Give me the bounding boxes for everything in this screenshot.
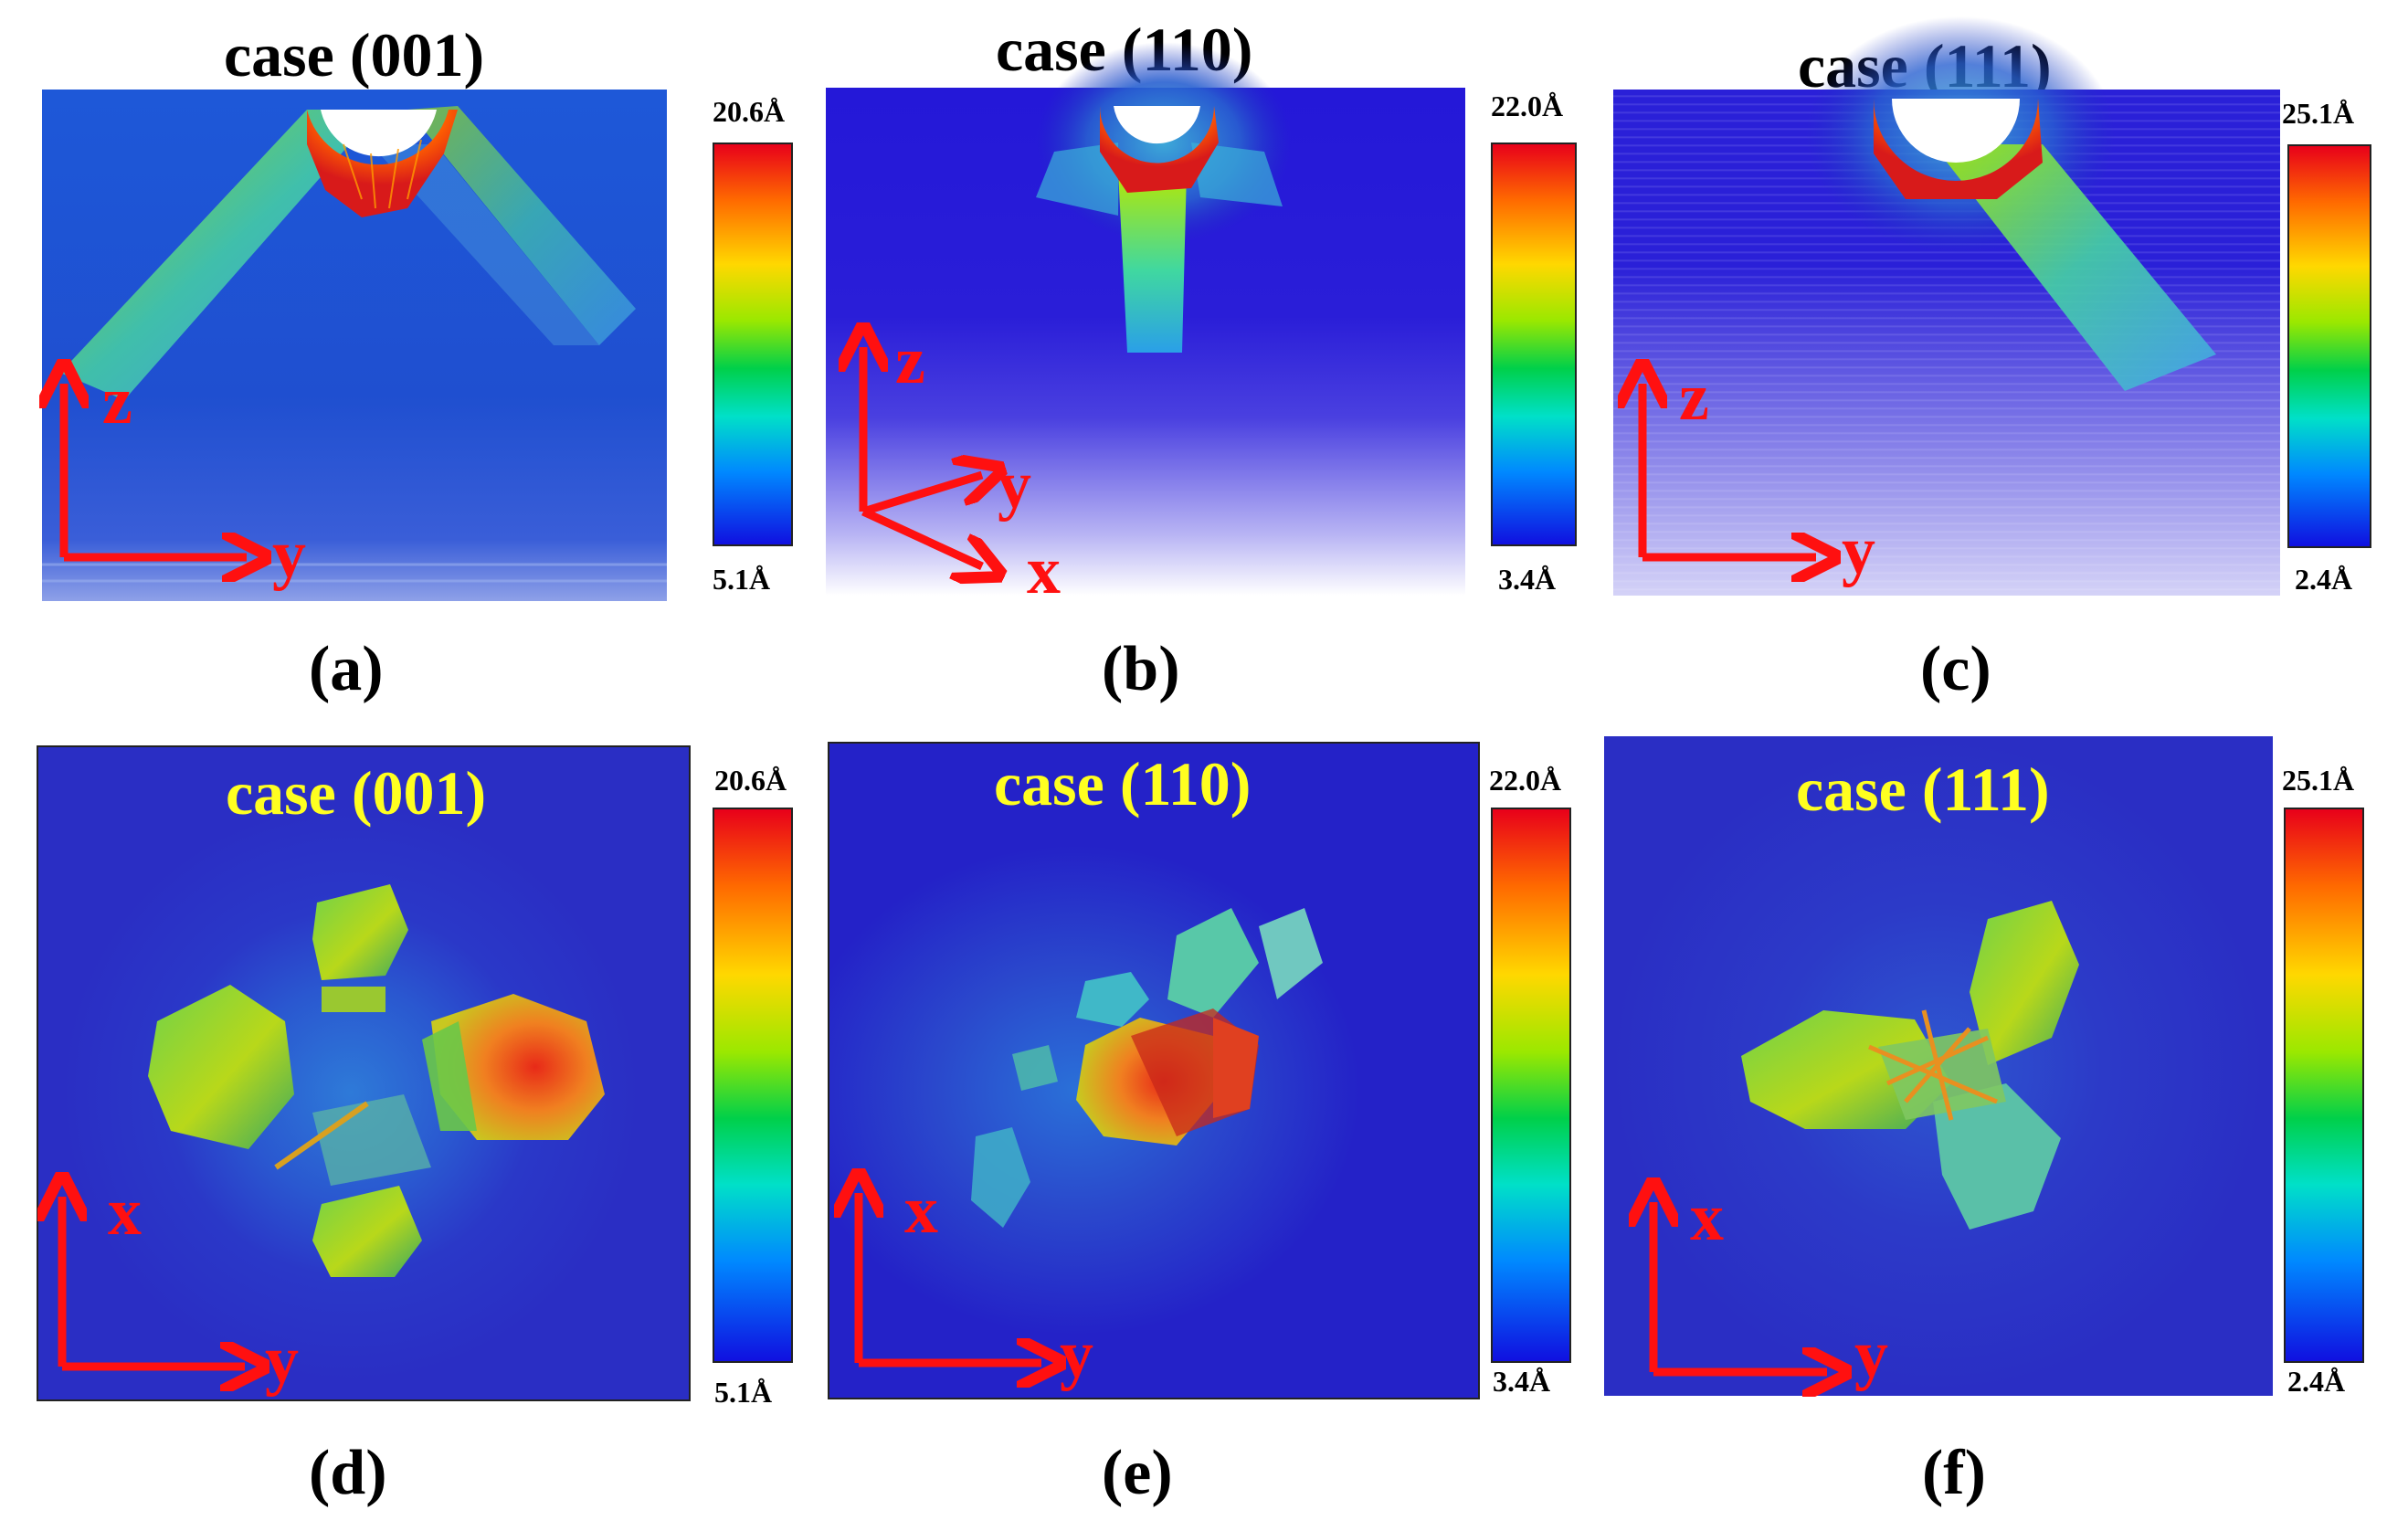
panel-a-label: (a) xyxy=(309,634,384,704)
panel-a-colorbar-max: 20.6Å xyxy=(713,95,786,128)
panel-d-dislocation-loops xyxy=(148,884,605,1277)
panel-e-image: case (110) xyxy=(828,742,1480,1399)
panel-d-title: case (001) xyxy=(226,758,487,828)
panel-d-axis-x: x xyxy=(108,1175,142,1250)
panel-b-slip-bands xyxy=(1036,42,1292,353)
panel-e-axes xyxy=(831,1175,1069,1385)
panel-c-axis-z: z xyxy=(1679,360,1709,435)
panel-a-axis-y: y xyxy=(272,517,306,592)
panel-a-colorbar-min: 5.1Å xyxy=(713,563,771,596)
panel-b-axis-z: z xyxy=(895,323,925,398)
panel-b-axis-x: x xyxy=(1027,533,1061,608)
panel-f-colorbar xyxy=(2284,808,2364,1363)
panel-e-colorbar-min: 3.4Å xyxy=(1493,1365,1551,1398)
panel-e-axis-x: x xyxy=(904,1173,938,1248)
panel-f-label: (f) xyxy=(1922,1438,1986,1508)
panel-d-axes xyxy=(37,1178,274,1388)
panel-f-image: case (111) xyxy=(1604,736,2273,1396)
panel-d-colorbar-max: 20.6Å xyxy=(714,764,787,797)
panel-b-colorbar xyxy=(1491,143,1577,546)
panel-e-axis-y: y xyxy=(1060,1317,1093,1392)
panel-a-title: case (001) xyxy=(224,20,485,90)
panel-c-colorbar xyxy=(2287,144,2371,548)
panel-f-title: case (111) xyxy=(1796,755,2050,824)
panel-b-colorbar-max: 22.0Å xyxy=(1491,90,1564,122)
panel-e-title: case (110) xyxy=(994,749,1252,818)
panel-f-axes xyxy=(1626,1184,1864,1394)
panel-a-image xyxy=(42,90,667,601)
panel-c-axis-y: y xyxy=(1842,513,1875,588)
panel-c-label: (c) xyxy=(1920,634,1991,704)
panel-d-colorbar xyxy=(713,808,793,1363)
panel-e-colorbar-max: 22.0Å xyxy=(1489,764,1562,797)
panel-d-image: case (001) xyxy=(37,745,691,1401)
panel-d-colorbar-min: 5.1Å xyxy=(714,1376,773,1409)
panel-e-colorbar xyxy=(1491,808,1571,1363)
panel-b-axis-y: y xyxy=(998,448,1031,523)
panel-f-axis-x: x xyxy=(1690,1180,1724,1255)
panel-a-slip-bands xyxy=(42,106,667,583)
panel-b-colorbar-min: 3.4Å xyxy=(1498,563,1557,596)
panel-e-label: (e) xyxy=(1102,1438,1173,1508)
panel-c-image xyxy=(1613,16,2280,596)
panel-f-colorbar-max: 25.1Å xyxy=(2282,764,2355,797)
panel-a-axis-z: z xyxy=(102,364,132,438)
panel-c-axes xyxy=(1615,365,1853,575)
panel-b-label: (b) xyxy=(1102,634,1180,704)
panel-b-image xyxy=(826,42,1465,596)
panel-f-colorbar-min: 2.4Å xyxy=(2287,1365,2346,1398)
panel-d-label: (d) xyxy=(309,1438,387,1508)
panel-f-dislocation-loops xyxy=(1741,901,2079,1230)
panel-c-colorbar-max: 25.1Å xyxy=(2282,97,2355,130)
panel-a-axes xyxy=(37,365,274,575)
panel-a-colorbar xyxy=(713,143,793,546)
panel-f-axis-y: y xyxy=(1854,1317,1888,1392)
panel-d-axis-y: y xyxy=(265,1323,299,1398)
panel-c-colorbar-min: 2.4Å xyxy=(2295,563,2353,596)
panel-c-slip-bands xyxy=(1805,16,2216,391)
panel-b-axes xyxy=(836,329,1055,594)
panel-e-dislocation-loops xyxy=(971,908,1323,1228)
